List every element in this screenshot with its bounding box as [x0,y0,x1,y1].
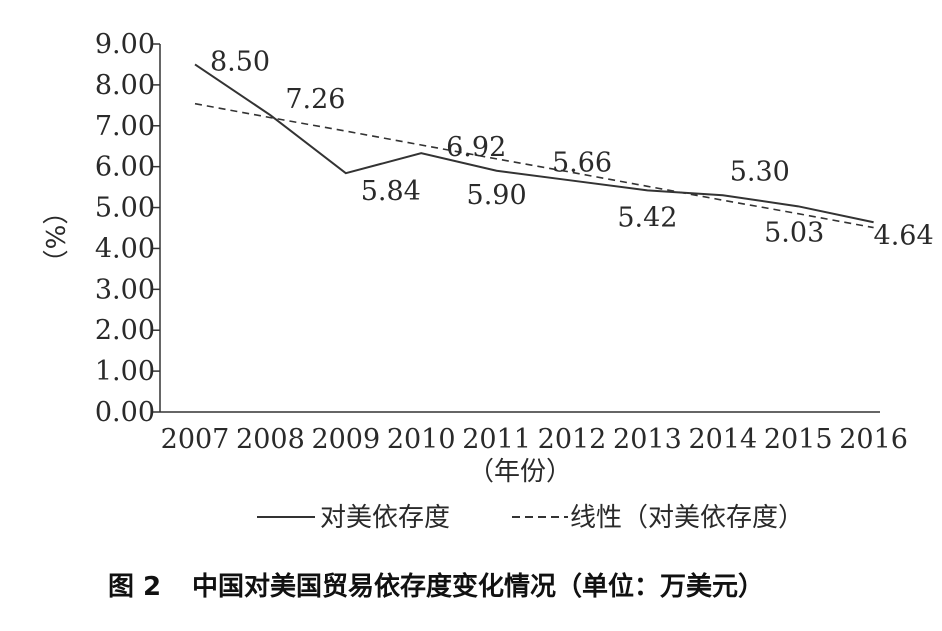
x-tick-label: 2008 [236,424,305,455]
data-label: 8.50 [210,46,270,77]
series-line [194,63,874,224]
data-label: 5.03 [764,217,824,248]
y-tick-label: 2.00 [95,315,155,346]
legend: 对美依存度 线性（对美依存度） [257,503,804,533]
y-tick-label: 3.00 [95,274,155,305]
y-tick-label: 0.00 [95,397,155,428]
x-tick-label: 2011 [462,424,531,455]
legend-label-trend: 线性（对美依存度） [570,503,804,533]
x-tick-label: 2014 [688,424,757,455]
x-tick-label: 2015 [764,424,833,455]
data-label: 4.64 [874,220,934,251]
x-tick-label: 2009 [311,424,380,455]
series-line-layer [194,63,874,224]
y-tick-label: 9.00 [95,29,155,60]
x-tick-label: 2007 [161,424,230,455]
y-axis-title: （%） [42,199,72,276]
caption-text: 中国对美国贸易依存度变化情况（单位：万美元） [192,571,764,602]
y-axis: 9.00 8.00 7.00 6.00 5.00 4.00 3.00 2.00 1.00 0.00 [95,29,161,428]
x-tick-label: 2013 [613,424,682,455]
y-tick-label: 8.00 [95,70,155,101]
y-tick-label: 5.00 [95,193,155,224]
x-axis: 2007 2008 2009 2010 2011 2012 2013 2014 2015 2016 [160,411,908,455]
x-tick-label: 2012 [538,424,607,455]
legend-label-series: 对美依存度 [320,503,450,533]
figure-caption: 图 2 中国对美国贸易依存度变化情况（单位：万美元） [108,571,764,602]
data-label: 5.30 [730,156,790,187]
y-tick-label: 6.00 [95,152,155,183]
x-tick-label: 2016 [839,424,908,455]
data-label: 6.92 [446,132,506,163]
data-label: 5.42 [617,202,677,233]
data-label: 5.84 [361,176,421,207]
data-label: 5.66 [552,148,612,179]
x-tick-label: 2010 [387,424,456,455]
caption-number: 图 2 [108,572,161,602]
data-label: 7.26 [285,84,345,115]
data-labels-layer: 8.50 7.26 5.84 6.92 5.90 5.665.42 5.30 5.03 4.64 [210,46,934,251]
data-label: 5.90 [467,180,527,211]
y-tick-label: 7.00 [95,111,155,142]
x-axis-title: （年份） [468,457,572,487]
y-tick-label: 4.00 [95,233,155,264]
trend-line-layer [194,102,874,229]
trend-line [194,102,874,229]
y-tick-label: 1.00 [95,356,155,387]
